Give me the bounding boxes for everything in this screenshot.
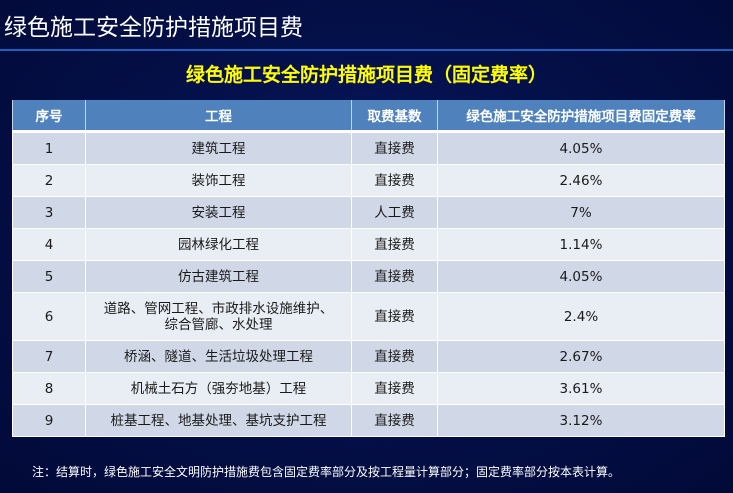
- table-row: 3 安装工程 人工费 7%: [12, 196, 725, 229]
- cell-base: 直接费: [351, 340, 438, 373]
- cell-base: 直接费: [351, 260, 438, 293]
- cell-base: 直接费: [351, 292, 438, 341]
- table-row: 9 桩基工程、地基处理、基坑支护工程 直接费 3.12%: [12, 404, 725, 437]
- cell-no: 3: [12, 196, 86, 229]
- cell-project: 安装工程: [85, 196, 352, 229]
- table-row: 4 园林绿化工程 直接费 1.14%: [12, 228, 725, 261]
- cell-rate: 2.4%: [437, 292, 725, 341]
- title-divider: [0, 49, 733, 51]
- cell-project: 建筑工程: [85, 131, 352, 165]
- cell-rate: 2.67%: [437, 340, 725, 373]
- cell-base: 直接费: [351, 372, 438, 405]
- table-row: 1 建筑工程 直接费 4.05%: [12, 131, 725, 165]
- table-row: 2 装饰工程 直接费 2.46%: [12, 164, 725, 197]
- cell-project: 机械土石方（强夯地基）工程: [85, 372, 352, 405]
- cell-base: 直接费: [351, 228, 438, 261]
- header-base: 取费基数: [351, 100, 438, 133]
- cell-base: 直接费: [351, 164, 438, 197]
- cell-no: 4: [12, 228, 86, 261]
- cell-rate: 1.14%: [437, 228, 725, 261]
- fee-rate-table: 序号 工程 取费基数 绿色施工安全防护措施项目费固定费率 1 建筑工程 直接费 …: [12, 100, 725, 437]
- header-rate: 绿色施工安全防护措施项目费固定费率: [437, 100, 725, 133]
- cell-no: 8: [12, 372, 86, 405]
- table-row: 7 桥涵、隧道、生活垃圾处理工程 直接费 2.67%: [12, 340, 725, 373]
- cell-base: 人工费: [351, 196, 438, 229]
- cell-project: 仿古建筑工程: [85, 260, 352, 293]
- cell-project: 桥涵、隧道、生活垃圾处理工程: [85, 340, 352, 373]
- cell-no: 5: [12, 260, 86, 293]
- cell-project: 道路、管网工程、市政排水设施维护、 综合管廊、水处理: [85, 292, 352, 341]
- footnote: 注：结算时，绿色施工安全文明防护措施费包含固定费率部分及按工程量计算部分；固定费…: [32, 465, 621, 479]
- cell-no: 6: [12, 292, 86, 341]
- cell-project: 园林绿化工程: [85, 228, 352, 261]
- cell-no: 1: [12, 131, 86, 165]
- cell-rate: 7%: [437, 196, 725, 229]
- cell-rate: 2.46%: [437, 164, 725, 197]
- cell-project: 装饰工程: [85, 164, 352, 197]
- slide-title: 绿色施工安全防护措施项目费: [4, 15, 303, 41]
- cell-rate: 4.05%: [437, 260, 725, 293]
- table-row: 6 道路、管网工程、市政排水设施维护、 综合管廊、水处理 直接费 2.4%: [12, 292, 725, 341]
- cell-base: 直接费: [351, 131, 438, 165]
- table-header-row: 序号 工程 取费基数 绿色施工安全防护措施项目费固定费率: [12, 100, 725, 133]
- cell-project: 桩基工程、地基处理、基坑支护工程: [85, 404, 352, 437]
- cell-no: 7: [12, 340, 86, 373]
- cell-project-line1: 道路、管网工程、市政排水设施维护、: [103, 300, 334, 317]
- cell-no: 2: [12, 164, 86, 197]
- table-row: 8 机械土石方（强夯地基）工程 直接费 3.61%: [12, 372, 725, 405]
- table-row: 5 仿古建筑工程 直接费 4.05%: [12, 260, 725, 293]
- cell-rate: 3.61%: [437, 372, 725, 405]
- cell-base: 直接费: [351, 404, 438, 437]
- cell-rate: 3.12%: [437, 404, 725, 437]
- header-no: 序号: [12, 100, 86, 133]
- cell-no: 9: [12, 404, 86, 437]
- cell-project-line2: 综合管廊、水处理: [164, 316, 273, 333]
- cell-rate: 4.05%: [437, 131, 725, 165]
- header-project: 工程: [85, 100, 352, 133]
- table-title: 绿色施工安全防护措施项目费（固定费率）: [185, 64, 547, 86]
